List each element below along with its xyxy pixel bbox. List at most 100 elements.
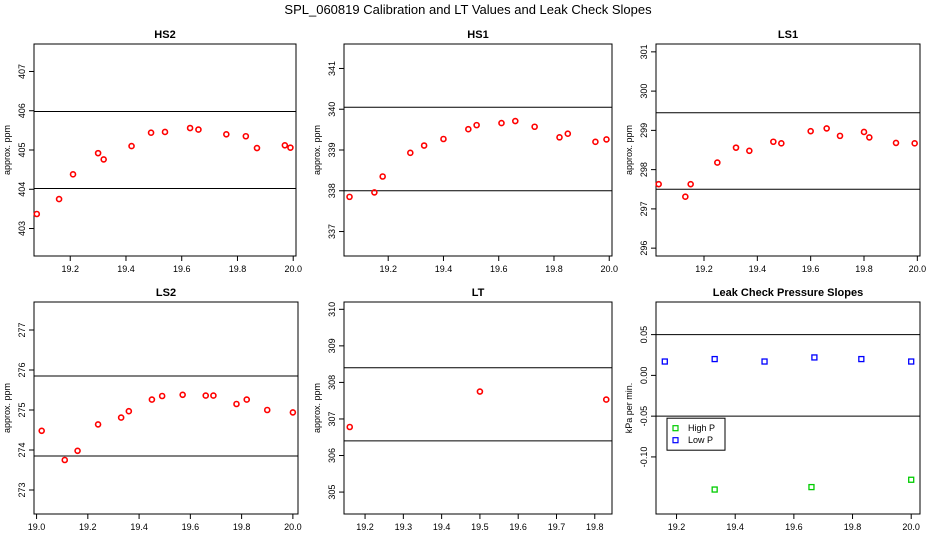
x-tick-label: 19.4	[117, 264, 135, 274]
data-point	[746, 147, 753, 155]
x-tick-label: 19.4	[435, 264, 453, 274]
y-tick-label: 298	[639, 162, 649, 177]
data-point	[346, 193, 353, 201]
data-point	[687, 180, 694, 188]
y-axis-label: kPa per min.	[624, 383, 634, 434]
data-point	[195, 126, 202, 133]
x-tick-label: 19.6	[173, 264, 191, 274]
y-tick-label: -0.10	[639, 447, 649, 468]
y-tick-label: 297	[639, 201, 649, 216]
data-point	[94, 421, 102, 428]
x-tick-label: 19.8	[233, 522, 251, 532]
panel-title: LT	[472, 287, 485, 299]
panel-0: HS2 19.2 19.4 19.6 19.8 20.0 403 404 405 406 407 ap…	[2, 29, 302, 274]
data-point	[858, 355, 865, 363]
data-point	[179, 391, 186, 399]
data-point	[473, 121, 480, 129]
data-point	[233, 400, 240, 408]
panel-title: HS1	[467, 29, 488, 41]
panel-5: Leak Check Pressure Slopes 19.2 19.4 19.6 19…	[624, 287, 921, 532]
y-tick-label: 301	[639, 44, 649, 59]
panel-3: LS2 19.0 19.2 19.4 19.6 19.8 20.0 273 274 275 276 2…	[2, 287, 302, 532]
y-tick-label: 404	[17, 182, 27, 197]
x-tick-label: 19.2	[356, 522, 374, 532]
x-tick-label: 20.0	[902, 522, 920, 532]
y-tick-label: 275	[17, 402, 27, 417]
data-point	[556, 134, 563, 141]
data-point	[371, 189, 378, 196]
data-point	[158, 392, 166, 400]
data-point	[253, 144, 261, 152]
data-point	[892, 139, 900, 147]
data-point	[860, 128, 868, 136]
x-tick-label: 19.4	[749, 264, 767, 274]
y-tick-label: 274	[17, 442, 27, 457]
plot-frame	[655, 301, 921, 515]
x-tick-label: 19.4	[130, 522, 148, 532]
y-tick-label: 340	[327, 102, 337, 117]
chart-panels: HS2 19.2 19.4 19.6 19.8 20.0 403 404 405 406 407 ap…	[2, 29, 926, 532]
x-tick-label: 19.5	[471, 522, 489, 532]
y-tick-label: 306	[327, 448, 337, 463]
legend-label: High P	[688, 423, 715, 433]
legend: High P Low P	[666, 417, 726, 451]
data-point	[711, 355, 718, 363]
data-point	[592, 138, 599, 146]
panel-title: LS2	[156, 287, 176, 299]
data-point	[465, 125, 472, 133]
data-point	[807, 127, 814, 135]
data-point	[407, 149, 414, 157]
y-tick-label: 309	[327, 338, 337, 353]
y-tick-label: 300	[639, 84, 649, 99]
data-point	[811, 354, 818, 361]
y-axis-label: approx. ppm	[312, 383, 322, 433]
y-tick-label: 310	[327, 302, 337, 317]
data-point	[223, 130, 230, 138]
data-point	[655, 180, 662, 188]
data-point	[346, 423, 354, 431]
data-point	[287, 144, 294, 151]
data-point	[69, 171, 77, 178]
x-tick-label: 19.6	[785, 522, 803, 532]
data-point	[711, 486, 718, 493]
panel-2: LS1 19.2 19.4 19.6 19.8 20.0 296 297 298 299 300 30…	[624, 29, 926, 274]
data-point	[603, 136, 610, 143]
y-tick-label: 276	[17, 362, 27, 377]
data-point	[161, 128, 169, 136]
data-point	[761, 358, 768, 365]
data-point	[263, 406, 271, 414]
y-tick-label: 0.00	[639, 367, 649, 385]
data-point	[281, 141, 289, 149]
data-point	[243, 396, 251, 403]
data-point	[147, 129, 155, 137]
y-tick-label: 403	[17, 221, 27, 236]
x-tick-label: 20.0	[284, 522, 302, 532]
legend-box	[666, 417, 726, 451]
y-tick-label: 277	[17, 322, 27, 337]
data-point	[476, 388, 484, 395]
legend-swatch	[672, 437, 679, 444]
y-tick-label: 406	[17, 103, 27, 118]
data-point	[908, 476, 915, 483]
y-tick-label: 307	[327, 411, 337, 426]
panel-4: LT 19.2 19.3 19.4 19.5 19.6 19.7 19.8 305 306 307 3…	[312, 287, 613, 532]
panel-title: LS1	[778, 29, 798, 41]
x-tick-label: 19.8	[855, 264, 873, 274]
x-tick-label: 19.6	[182, 522, 200, 532]
data-point	[38, 427, 45, 435]
data-point	[289, 409, 297, 416]
data-point	[186, 124, 194, 132]
x-tick-label: 19.7	[548, 522, 566, 532]
x-tick-label: 19.8	[586, 522, 604, 532]
y-tick-label: 305	[327, 485, 337, 500]
data-point	[94, 149, 102, 157]
data-point	[379, 173, 386, 180]
data-point	[770, 138, 777, 146]
y-tick-label: 299	[639, 123, 649, 138]
data-point	[911, 140, 918, 147]
x-tick-label: 20.0	[600, 264, 618, 274]
x-tick-label: 19.2	[668, 522, 686, 532]
y-tick-label: 339	[327, 142, 337, 157]
data-point	[420, 142, 428, 149]
